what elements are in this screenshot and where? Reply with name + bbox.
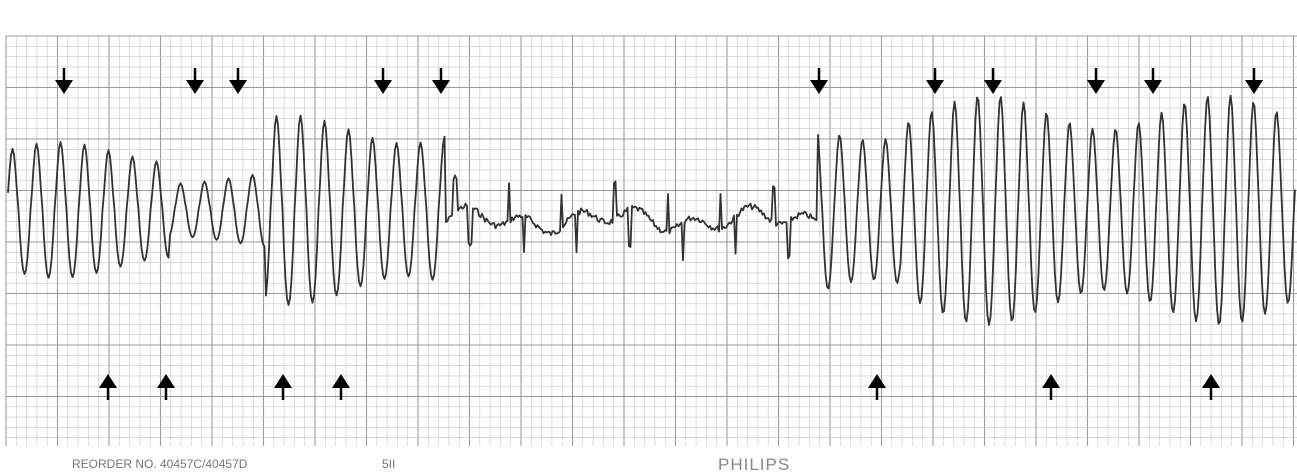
- reorder-number: REORDER NO. 40457C/40457D: [72, 457, 248, 471]
- brand: PHILIPS: [718, 455, 790, 474]
- page: REORDER NO. 40457C/40457D 5II PHILIPS ((…: [0, 0, 1297, 475]
- ecg-strip: REORDER NO. 40457C/40457D 5II PHILIPS: [0, 0, 1297, 475]
- lead-label: 5II: [382, 457, 395, 471]
